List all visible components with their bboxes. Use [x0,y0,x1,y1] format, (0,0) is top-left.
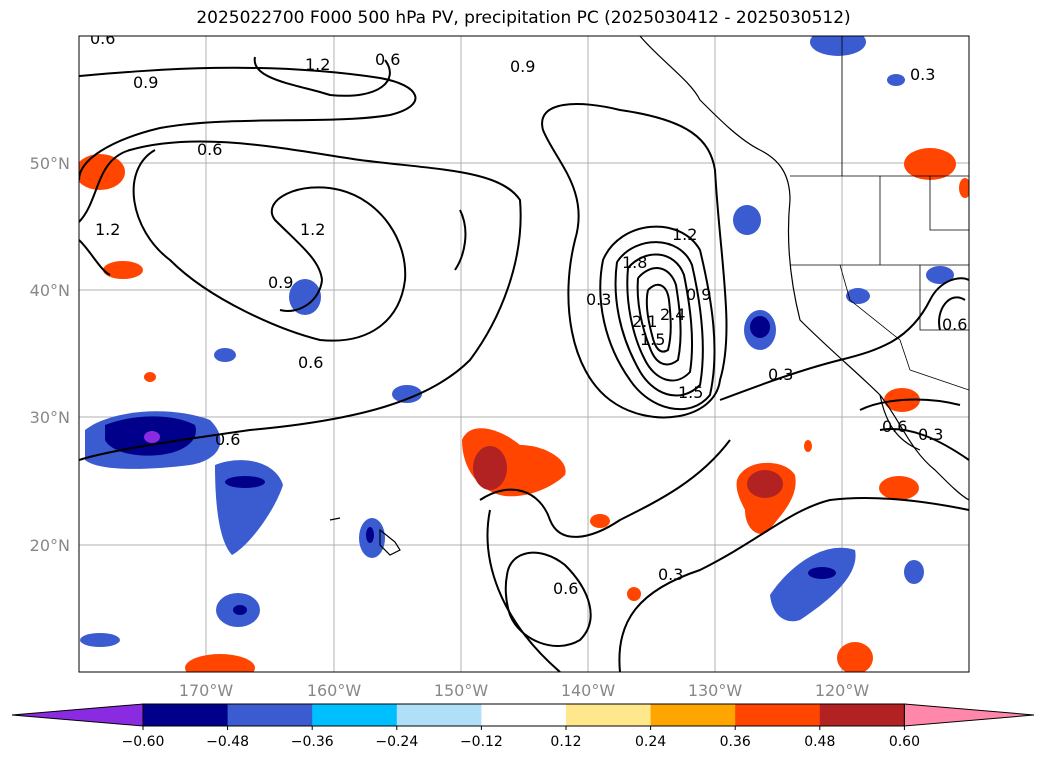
contour-label-group: 0.6 0.9 1.2 0.6 0.9 0.3 0.6 1.2 1.2 0.9 … [90,29,967,598]
contour-label: 0.3 [910,65,935,84]
colorbar-segment [143,704,229,726]
contour-label: 1.2 [305,55,330,74]
colorbar-tick-label: 0.36 [720,734,751,750]
colorbar-tick-label: −0.48 [206,734,249,750]
contour-label: 0.6 [882,417,907,436]
colorbar-segment [650,704,736,726]
contour-label: 0.6 [298,353,323,372]
map-content: 0.6 0.9 1.2 0.6 0.9 0.3 0.6 1.2 1.2 0.9 … [79,29,969,672]
contour-label: 0.9 [510,57,535,76]
contour-label: 2.4 [660,305,685,324]
colorbar-tick-label: −0.60 [122,734,165,750]
lon-tick-label: 150°W [434,681,489,700]
colorbar-tick-label: 0.60 [889,734,920,750]
contour-label: 0.3 [586,290,611,309]
map-frame [78,35,970,673]
coastlines [329,36,969,556]
colorbar-tick-label: −0.36 [291,734,334,750]
colorbar-tick-label: −0.24 [375,734,418,750]
contour-label: 0.6 [215,430,240,449]
colorbar-extend-max [903,703,1035,727]
colorbar-segment [396,704,482,726]
colorbar-segment [819,704,905,726]
lat-tick-label: 30°N [30,408,70,427]
precip-negative [80,36,954,647]
colorbar: −0.60 −0.48 −0.36 −0.24 −0.12 0.12 0.24 0.36 0.4… [11,703,1035,750]
colorbar-tick-label: −0.12 [460,734,503,750]
contour-label: 0.9 [133,73,158,92]
lon-tick-label: 160°W [307,681,362,700]
contour-label: 0.6 [942,315,967,334]
colorbar-frame [142,703,905,727]
colorbar-segment [227,704,313,726]
lat-tick-labels: 50°N 40°N 30°N 20°N [30,154,70,555]
pv-contours [79,56,969,672]
colorbar-tick-label: 0.48 [804,734,835,750]
contour-label: 0.3 [658,565,683,584]
contour-label: 1.2 [300,220,325,239]
colorbar-segment [312,704,398,726]
contour-label: 0.3 [918,425,943,444]
colorbar-tick-label: 0.12 [550,734,581,750]
lat-tick-label: 40°N [30,281,70,300]
colorbar-extend-min [11,703,144,727]
lon-tick-label: 120°W [815,681,870,700]
lon-tick-label: 130°W [688,681,743,700]
contour-label: 0.6 [90,29,115,48]
contour-label: 1.5 [640,330,665,349]
lon-tick-label: 140°W [561,681,616,700]
colorbar-segment [566,704,652,726]
colorbar-segment [735,704,821,726]
lon-tick-label: 170°W [179,681,234,700]
contour-label: 1.2 [672,225,697,244]
contour-label: 1.8 [622,253,647,272]
state-borders [790,36,969,391]
lat-tick-label: 50°N [30,154,70,173]
colorbar-tick-label: 0.24 [635,734,666,750]
contour-label: 0.6 [375,50,400,69]
contour-label: 1.5 [678,383,703,402]
contour-label: 0.3 [768,365,793,384]
contour-label: 0.9 [268,273,293,292]
precip-positive [79,148,969,672]
map-title: 2025022700 F000 500 hPa PV, precipitatio… [196,8,851,28]
contour-label: 0.6 [553,579,578,598]
lon-tick-labels: 170°W 160°W 150°W 140°W 130°W 120°W [179,681,870,700]
contour-label: 0.6 [197,140,222,159]
contour-label: 1.2 [95,220,120,239]
colorbar-segment [481,704,567,726]
lat-tick-label: 20°N [30,536,70,555]
contour-label: 2.1 [632,312,657,331]
contour-label: 0.9 [686,285,711,304]
